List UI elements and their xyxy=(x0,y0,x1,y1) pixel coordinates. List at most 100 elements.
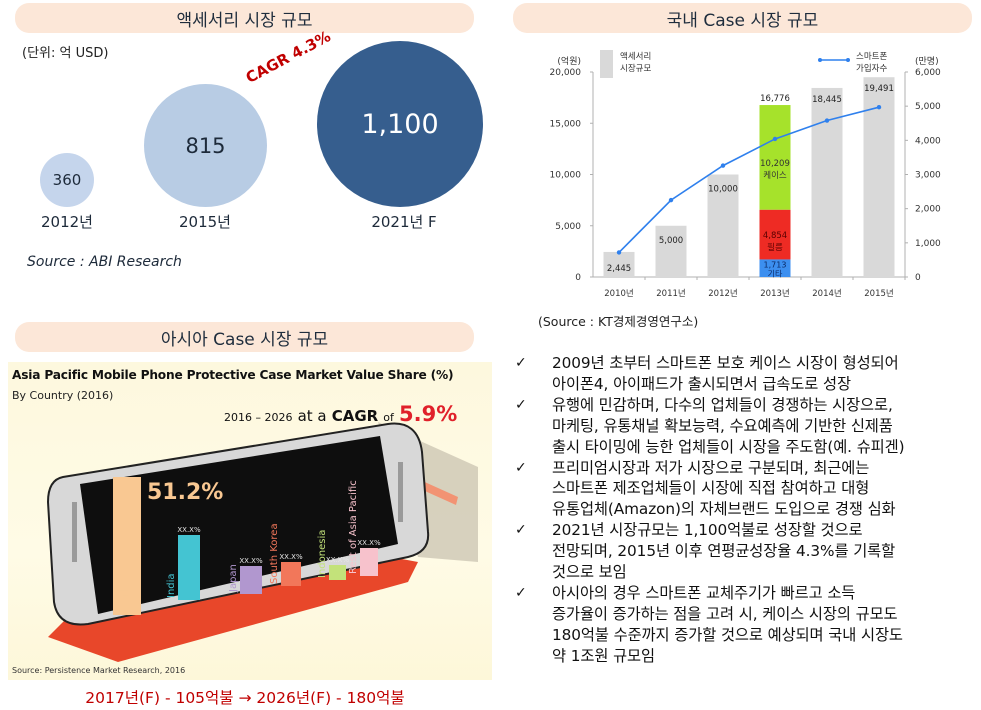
bubble-2021-value: 1,100 xyxy=(361,108,439,140)
left-tick-label: 10,000 xyxy=(550,171,582,181)
bar-segment-필름 xyxy=(759,209,791,260)
bar xyxy=(603,251,635,277)
unit-label: (단위: 억 USD) xyxy=(22,46,109,61)
asia-cagr-value: 5.9% xyxy=(399,402,458,426)
segment-value-label: 1,713 xyxy=(764,260,787,269)
bar-value-label: 19,491 xyxy=(864,84,894,94)
bullet-line: 아시아의 경우 스마트폰 교체주기가 빠르고 소득 xyxy=(552,583,856,602)
asia-cagr-word: CAGR xyxy=(331,407,379,425)
bar xyxy=(655,225,687,277)
legend-bar-label-line2: 시장규모 xyxy=(620,63,651,74)
x-tick-label: 2012년 xyxy=(708,288,737,299)
right-tick-label: 3,000 xyxy=(915,171,941,181)
check-icon: ✓ xyxy=(515,584,527,601)
x-tick-label: 2013년 xyxy=(760,288,789,299)
bullet-line: 마케팅, 유통채널 확보능력, 수요예측에 기반한 신제품 xyxy=(552,416,893,435)
asia-image-title: Asia Pacific Mobile Phone Protective Cas… xyxy=(12,368,454,382)
bubble-2015: 815 xyxy=(144,84,267,207)
right-tick-label: 2,000 xyxy=(915,205,941,215)
legend-line-marker xyxy=(818,58,822,62)
bar-segment-케이스 xyxy=(759,105,791,210)
bubble-2021: 1,100 xyxy=(317,41,483,207)
accessory-market-title: 액세서리 시장 규모 xyxy=(176,10,313,31)
subscriber-point xyxy=(876,104,882,110)
bar-value-label: 5,000 xyxy=(659,236,683,246)
asia-cagr-years: 2016 – 2026 xyxy=(224,411,293,424)
left-tick-label: 0 xyxy=(575,273,581,283)
asia-category-label: Japan xyxy=(228,564,239,593)
segment-value-label: 4,854 xyxy=(763,231,787,241)
x-tick-label: 2011년 xyxy=(656,288,685,299)
legend-bar-swatch xyxy=(600,50,613,78)
legend-line-label-line2: 가입자수 xyxy=(856,64,887,74)
domestic-case-title: 국내 Case 시장 규모 xyxy=(666,10,819,31)
speaker-grille xyxy=(398,462,403,522)
bullet-item: ✓ 프리미엄시장과 저가 시장으로 구분되며, 최근에는 스마트폰 제조업체들이 시… xyxy=(510,458,975,521)
asia-bar-south-korea xyxy=(281,562,301,586)
bullet-line: 유행에 민감하며, 다수의 업체들이 경쟁하는 시장으로, xyxy=(552,395,893,414)
asia-category-label: India xyxy=(166,573,177,598)
legend-line-label-line1: 스마트폰 xyxy=(856,52,887,62)
bullet-line: 것으로 보임 xyxy=(552,563,627,582)
domestic-case-header: 국내 Case 시장 규모 xyxy=(513,3,972,33)
bar-value-label: 2,445 xyxy=(607,264,631,274)
subscriber-line xyxy=(618,106,880,253)
bubble-2015-year: 2015년 xyxy=(179,213,231,231)
asia-value-label: XX.X% xyxy=(357,539,381,547)
right-tick-label: 0 xyxy=(915,273,921,283)
asia-bar-japan xyxy=(240,566,262,594)
legend-bar-label-line1: 액세서리 xyxy=(620,51,651,62)
phone-screen xyxy=(80,436,398,614)
bar-value-label: 16,776 xyxy=(760,94,790,104)
domestic-source: (Source : KT경제경영연구소) xyxy=(538,314,699,329)
asia-cagr-of: of xyxy=(383,411,394,424)
asia-category-label: South Korea xyxy=(269,523,280,584)
subscriber-point xyxy=(824,118,830,123)
bar-value-label: 18,445 xyxy=(812,95,842,105)
bubble-2012-year: 2012년 xyxy=(41,213,93,231)
asia-bar-india xyxy=(178,535,200,600)
bullet-line: 2009년 초부터 스마트폰 보호 케이스 시장이 형성되어 xyxy=(552,354,899,372)
left-tick-label: 5,000 xyxy=(555,222,581,232)
bullet-line: 180억불 수준까지 증가할 것으로 예상되며 국내 시장도 xyxy=(552,625,903,644)
subscriber-point xyxy=(720,163,726,168)
bullet-line: 스마트폰 제조업체들이 시장에 직접 참여하고 대형 xyxy=(552,479,870,498)
accessory-market-header: 액세서리 시장 규모 xyxy=(15,3,474,33)
bar-value-label: 10,000 xyxy=(708,185,738,195)
bullet-line: 증가율이 증가하는 점을 고려 시, 케이스 시장의 규모도 xyxy=(552,604,898,623)
subscriber-point xyxy=(668,197,674,203)
asia-value-label: 51.2% xyxy=(147,480,223,505)
asia-value-label: XX.X% xyxy=(177,526,201,534)
bullet-line: 아이폰4, 아이패드가 출시되면서 급속도로 성장 xyxy=(552,374,851,393)
speaker-grille xyxy=(72,502,77,562)
bullet-line: 출시 타이밍에 능한 업체들이 시장을 주도함(예. 슈피겐) xyxy=(552,437,905,456)
asia-cagr-at: at a xyxy=(297,407,327,425)
segment-name-label: 케이스 xyxy=(763,170,787,181)
asia-bar-rest-of-asia-pacific xyxy=(360,548,378,576)
asia-image-subtitle: By Country (2016) xyxy=(12,389,114,402)
check-icon: ✓ xyxy=(515,459,527,476)
asia-case-title: 아시아 Case 시장 규모 xyxy=(160,329,329,350)
right-tick-label: 1,000 xyxy=(915,239,941,249)
bullet-line: 2021년 시장규모는 1,100억불로 성장할 것으로 xyxy=(552,521,863,540)
asia-category-label: China xyxy=(114,565,132,613)
asia-value-label: XX.X% xyxy=(279,553,303,561)
right-axis-label: (만명) xyxy=(915,56,939,67)
asia-market-infographic: Asia Pacific Mobile Phone Protective Cas… xyxy=(8,362,492,680)
left-tick-label: 20,000 xyxy=(550,68,582,78)
segment-name-label: 기타 xyxy=(768,269,783,278)
asia-value-label: XX.X% xyxy=(326,556,350,564)
bubble-2015-value: 815 xyxy=(185,133,226,158)
asia-forecast-caption: 2017년(F) - 105억불 → 2026년(F) - 180억불 xyxy=(85,689,405,707)
right-tick-label: 4,000 xyxy=(915,136,941,146)
bar xyxy=(811,87,843,277)
x-tick-label: 2010년 xyxy=(604,288,633,299)
right-tick-label: 5,000 xyxy=(915,102,941,112)
bullet-item: ✓ 2021년 시장규모는 1,100억불로 성장할 것으로 전망되며, 2015년… xyxy=(510,520,975,583)
check-icon: ✓ xyxy=(515,355,527,371)
segment-name-label: 필름 xyxy=(767,242,783,253)
